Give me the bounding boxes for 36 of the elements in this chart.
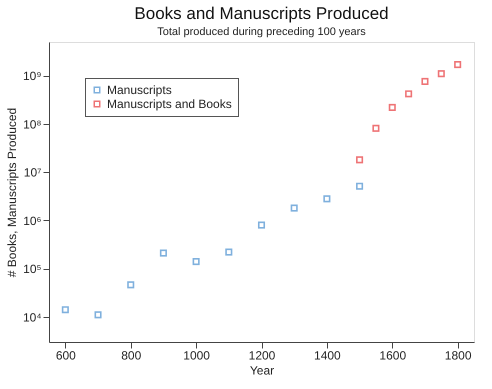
legend-label: Manuscripts and Books [107,97,232,111]
x-tick-label: 1000 [183,348,210,362]
point [62,306,69,314]
point [258,221,266,229]
y-tick-label: 10⁴ [22,310,42,324]
point [127,281,134,288]
y-tick-label: 10⁹ [23,69,42,84]
point [290,204,298,212]
chart-title: Books and Manuscripts Produced [134,4,389,23]
y-tick-label: 10⁷ [24,166,42,180]
point [356,156,364,164]
point [438,70,445,78]
point [225,248,232,256]
point [421,78,428,85]
y-tick-label: 10⁸ [23,117,42,132]
x-axis-title: Year [250,364,274,378]
point [372,124,380,132]
x-tick-label: 1600 [379,348,406,362]
y-axis-title: # Books, Manuscripts Produced [4,108,19,278]
point [192,258,200,266]
x-tick-label: 1400 [314,348,342,362]
legend-label: Manuscripts [107,83,172,97]
point [405,90,412,98]
point [356,182,364,190]
point [388,104,396,111]
point [323,195,330,202]
x-tick-label: 800 [121,348,142,362]
x-tick-label: 1200 [248,348,276,362]
y-tick-label: 10⁶ [23,214,42,228]
point [94,311,102,318]
chart-subtitle: Total produced during preceding 100 years [157,26,366,38]
x-tick-label: 1800 [444,348,472,362]
x-tick-label: 600 [56,348,76,362]
point [454,61,462,68]
point [160,249,167,257]
y-tick-label: 10⁵ [23,262,42,276]
